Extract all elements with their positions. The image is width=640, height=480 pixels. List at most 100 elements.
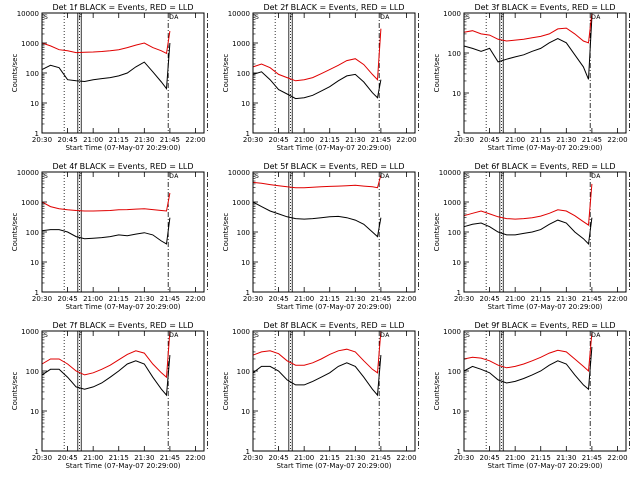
x-tick-label: 20:30 xyxy=(454,295,474,303)
y-axis-label: Counts/sec xyxy=(433,372,441,411)
x-axis-label: Start Time (07-May-07 20:29:00) xyxy=(487,462,602,470)
y-tick-label: 100 xyxy=(448,50,461,58)
y-tick-label: 1000 xyxy=(21,199,39,207)
events-series-line xyxy=(463,346,593,391)
plot-frame xyxy=(41,12,205,134)
x-tick-label: 21:45 xyxy=(160,136,180,144)
panel-title: Det 5f BLACK = Events, RED = LLD xyxy=(263,162,404,171)
marker-label-a: A xyxy=(174,14,179,21)
x-tick-label: 21:30 xyxy=(134,454,154,462)
marker-label-a: A xyxy=(596,332,601,339)
y-tick-label: 1 xyxy=(35,448,39,456)
lld-series-line xyxy=(463,183,593,226)
y-tick-label: 1 xyxy=(35,289,39,297)
events-series-line xyxy=(41,217,171,245)
y-tick-label: 10 xyxy=(30,259,39,267)
y-tick-label: 1000 xyxy=(443,10,461,18)
x-tick-label: 21:30 xyxy=(345,295,365,303)
x-tick-label: 21:15 xyxy=(109,454,129,462)
x-tick-label: 21:45 xyxy=(160,454,180,462)
marker-label-f: F xyxy=(501,14,505,21)
y-tick-label: 10 xyxy=(241,259,250,267)
panel-title: Det 1f BLACK = Events, RED = LLD xyxy=(52,3,193,12)
x-tick-label: 20:45 xyxy=(268,295,288,303)
panel-title: Det 8f BLACK = Events, RED = LLD xyxy=(263,321,404,330)
x-tick-label: 21:00 xyxy=(505,454,525,462)
x-tick-label: 22:00 xyxy=(185,136,205,144)
marker-label-d: D xyxy=(380,332,385,339)
x-tick-label: 20:45 xyxy=(57,454,77,462)
marker-label-s: S xyxy=(44,332,48,339)
x-tick-label: 21:00 xyxy=(294,136,314,144)
panel-title: Det 7f BLACK = Events, RED = LLD xyxy=(52,321,193,330)
x-axis-label: Start Time (07-May-07 20:29:00) xyxy=(487,144,602,152)
x-tick-label: 20:30 xyxy=(32,454,52,462)
y-tick-label: 100 xyxy=(237,368,250,376)
marker-label-f: F xyxy=(501,173,505,180)
y-tick-label: 10000 xyxy=(228,169,250,177)
y-tick-label: 1000 xyxy=(232,199,250,207)
y-tick-label: 1000 xyxy=(232,40,250,48)
x-tick-label: 20:30 xyxy=(243,454,263,462)
x-tick-label: 21:00 xyxy=(294,295,314,303)
x-axis-label: Start Time (07-May-07 20:29:00) xyxy=(276,303,391,311)
marker-label-s: S xyxy=(255,14,259,21)
y-tick-label: 1000 xyxy=(443,328,461,336)
plot-frame xyxy=(41,330,205,452)
marker-label-a: A xyxy=(385,332,390,339)
x-tick-label: 21:15 xyxy=(320,136,340,144)
y-tick-label: 1000 xyxy=(21,328,39,336)
plot-frame xyxy=(463,12,627,134)
x-axis-label: Start Time (07-May-07 20:29:00) xyxy=(276,462,391,470)
y-tick-label: 10 xyxy=(30,408,39,416)
x-tick-label: 21:15 xyxy=(320,454,340,462)
y-tick-label: 100 xyxy=(26,229,39,237)
panel-title: Det 4f BLACK = Events, RED = LLD xyxy=(52,162,193,171)
marker-label-f: F xyxy=(290,173,294,180)
x-axis-label: Start Time (07-May-07 20:29:00) xyxy=(487,303,602,311)
detector-panel-2: 1 10 100 1000 10000 20:30 20:45 21:00 21:15 21:30… xyxy=(222,3,419,152)
x-tick-label: 21:30 xyxy=(556,295,576,303)
x-tick-label: 22:00 xyxy=(396,295,416,303)
x-tick-label: 22:00 xyxy=(607,295,627,303)
detector-panel-8: 1 10 100 1000 20:30 20:45 21:00 21:15 21:30 21:45… xyxy=(222,321,419,470)
x-tick-label: 20:45 xyxy=(268,136,288,144)
marker-label-a: A xyxy=(174,332,179,339)
marker-label-f: F xyxy=(79,173,83,180)
x-tick-label: 20:45 xyxy=(479,454,499,462)
x-tick-label: 20:30 xyxy=(454,454,474,462)
x-axis-label: Start Time (07-May-07 20:29:00) xyxy=(65,462,180,470)
x-tick-label: 21:15 xyxy=(320,295,340,303)
marker-label-f: F xyxy=(290,332,294,339)
events-series-line xyxy=(463,217,593,245)
y-tick-label: 100 xyxy=(237,229,250,237)
x-axis-label: Start Time (07-May-07 20:29:00) xyxy=(65,303,180,311)
y-tick-label: 1000 xyxy=(232,328,250,336)
lld-series-line xyxy=(252,330,382,374)
x-tick-label: 21:15 xyxy=(531,454,551,462)
y-tick-label: 1 xyxy=(246,448,250,456)
x-tick-label: 20:30 xyxy=(243,136,263,144)
y-axis-label: Counts/sec xyxy=(222,54,230,93)
marker-label-d: D xyxy=(169,332,174,339)
y-tick-label: 100 xyxy=(26,70,39,78)
x-tick-label: 21:00 xyxy=(83,295,103,303)
x-tick-label: 20:45 xyxy=(57,136,77,144)
x-tick-label: 20:45 xyxy=(268,454,288,462)
lld-series-line xyxy=(41,330,171,379)
x-tick-label: 21:30 xyxy=(556,136,576,144)
x-tick-label: 20:30 xyxy=(454,136,474,144)
marker-label-d: D xyxy=(169,14,174,21)
lld-series-line xyxy=(252,28,382,82)
plot-frame xyxy=(463,330,627,452)
y-tick-label: 1 xyxy=(246,289,250,297)
marker-label-d: D xyxy=(380,14,385,21)
y-tick-label: 10000 xyxy=(439,169,461,177)
y-tick-label: 1 xyxy=(457,448,461,456)
marker-label-a: A xyxy=(596,14,601,21)
y-tick-label: 100 xyxy=(26,368,39,376)
x-tick-label: 21:45 xyxy=(371,295,391,303)
detector-panel-6: 1 10 100 1000 10000 20:30 20:45 21:00 21:15 21:30… xyxy=(433,162,630,311)
marker-label-d: D xyxy=(380,173,385,180)
